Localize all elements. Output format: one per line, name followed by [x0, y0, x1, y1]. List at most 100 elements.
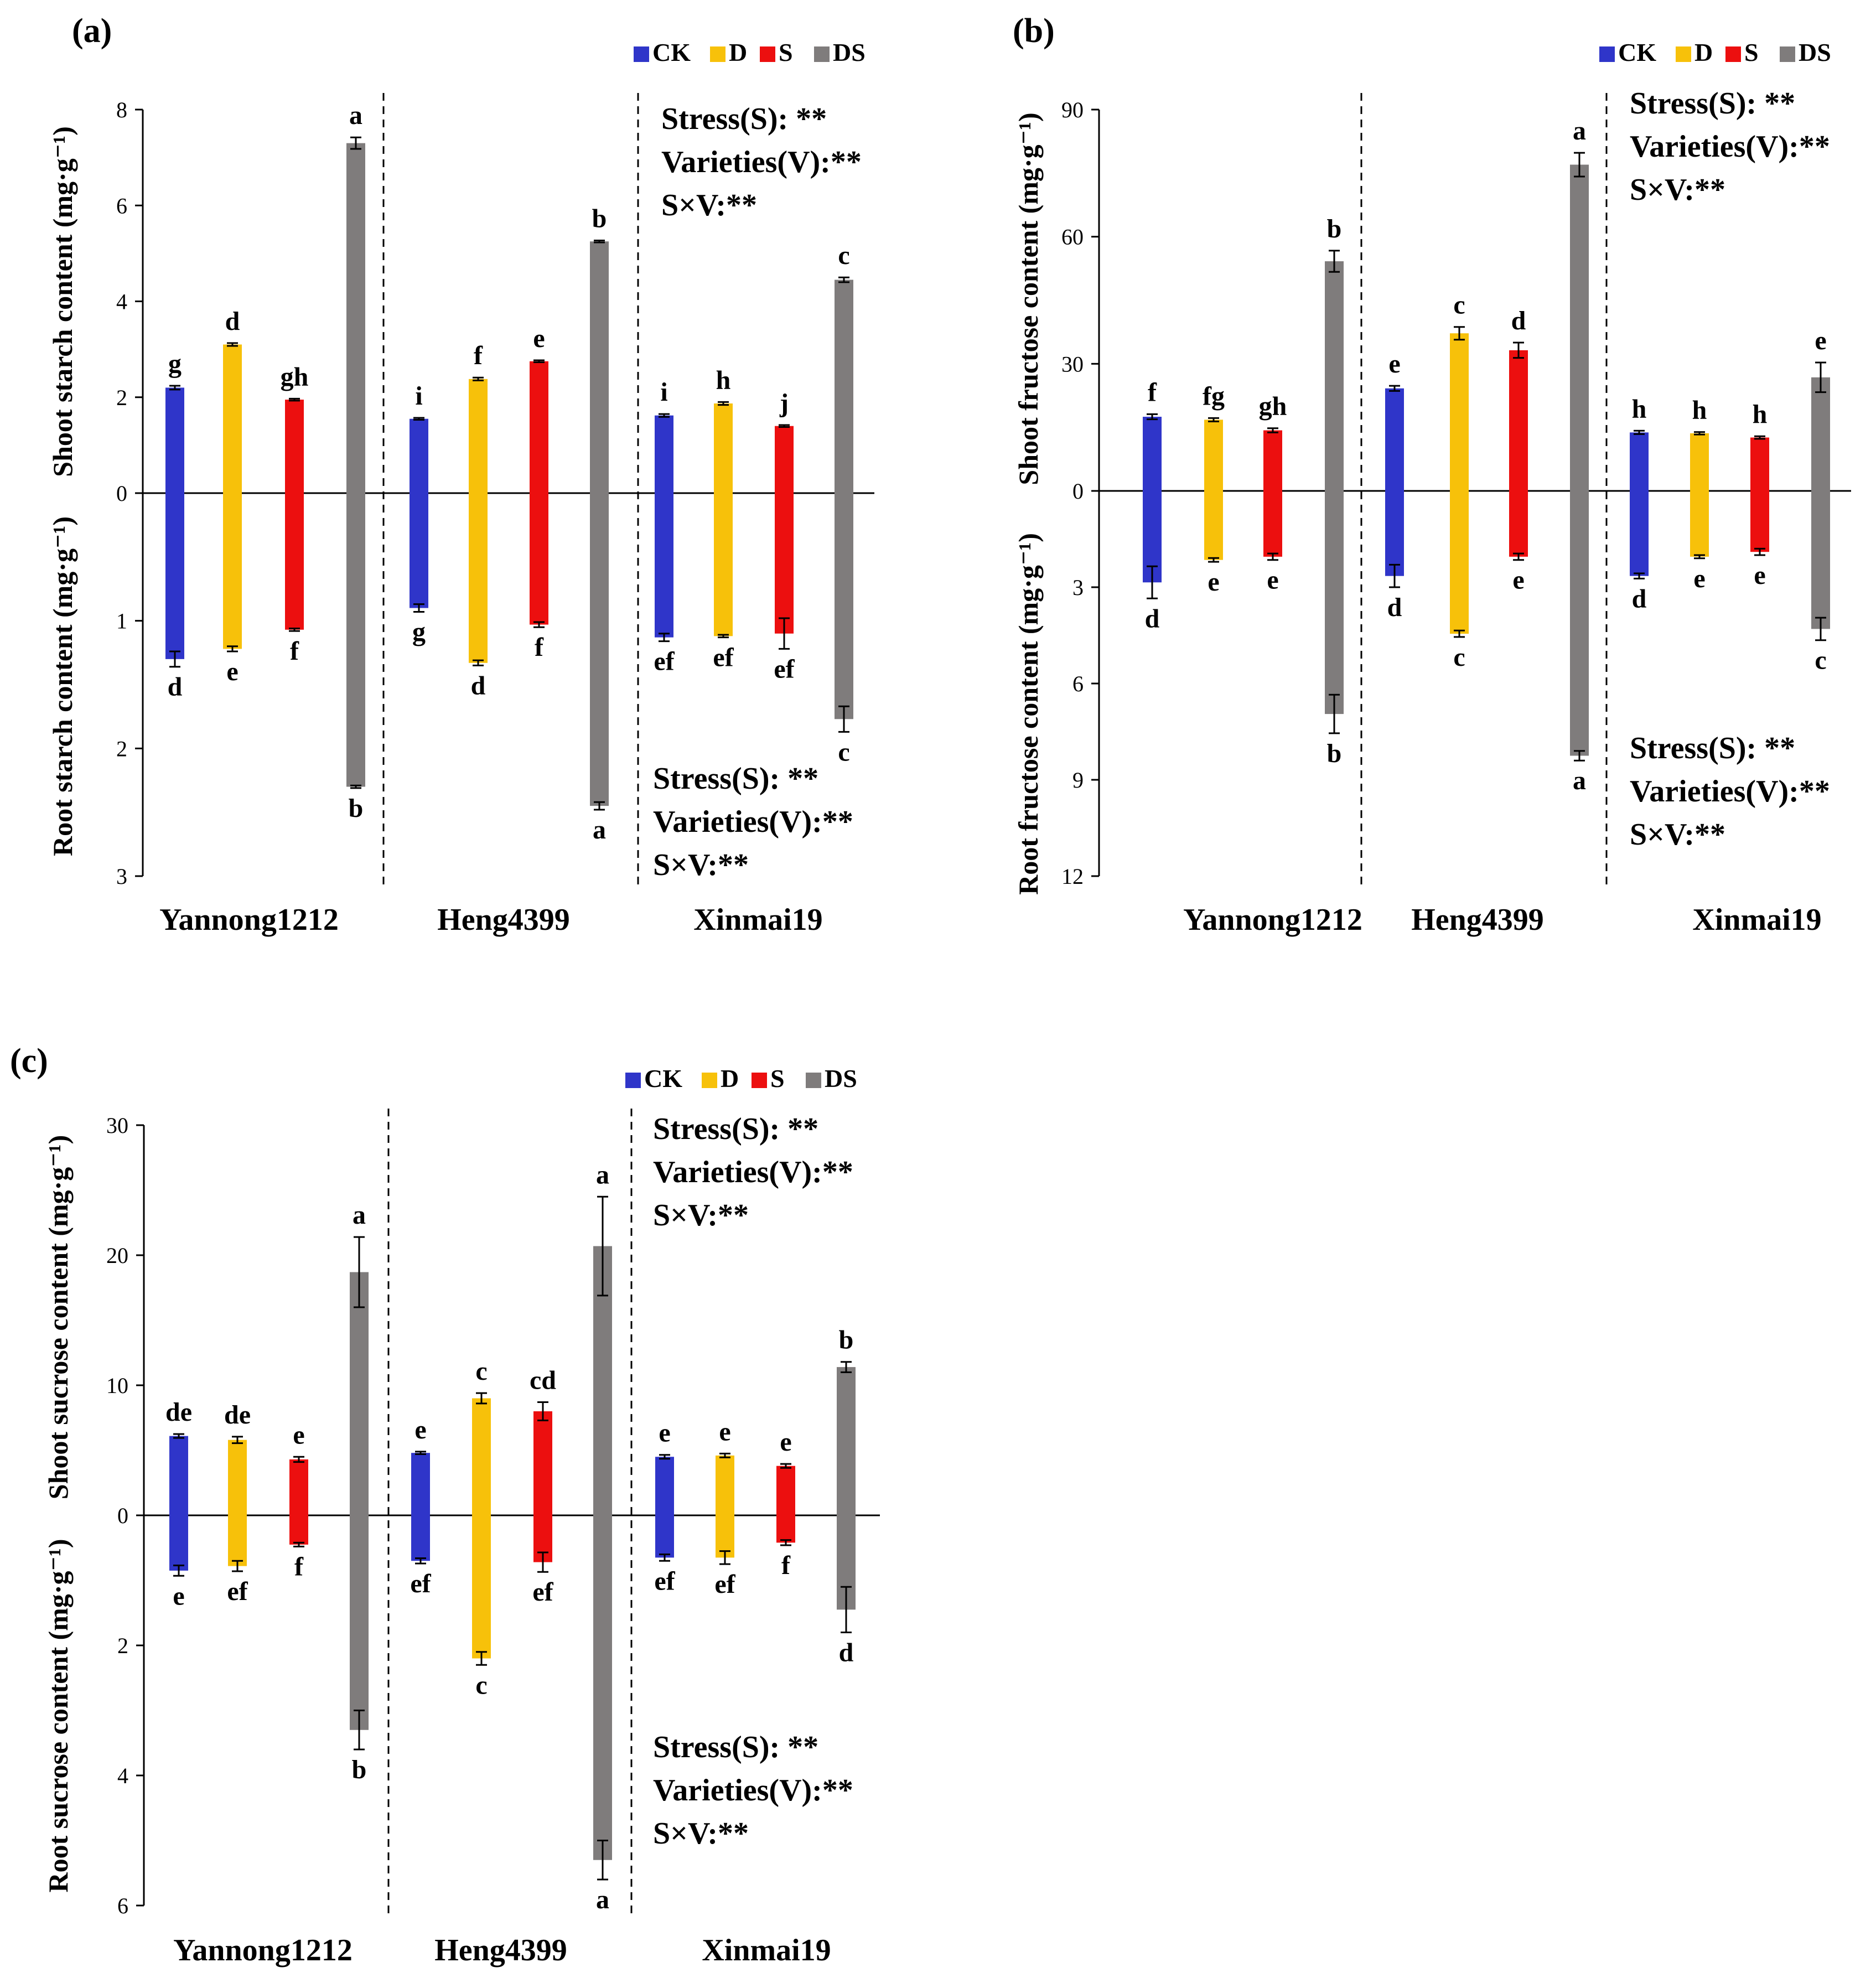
bar-root-ck: [411, 1515, 430, 1561]
bar-root-ck: [1630, 491, 1649, 576]
bar-shoot-ds: [1811, 377, 1830, 491]
error-bar: [1754, 547, 1765, 556]
significance-letter: d: [225, 307, 240, 336]
root-stats-line: Stress(S): **: [653, 1730, 818, 1764]
bar-root-ds: [346, 493, 365, 787]
significance-letter: e: [1208, 567, 1219, 597]
error-bar: [780, 1463, 791, 1469]
category-label: Yannong1212: [1183, 903, 1362, 937]
significance-letter: a: [1573, 766, 1586, 795]
bar-shoot-s: [530, 361, 548, 493]
bar-root-s: [530, 493, 548, 625]
significance-letter: e: [293, 1420, 304, 1449]
bar-shoot-s: [775, 426, 794, 493]
significance-letter: g: [168, 349, 182, 379]
root-stats-line: Varieties(V):**: [1630, 774, 1830, 809]
shoot-tick-label: 20: [106, 1243, 128, 1268]
root-axis-label: Root starch content (mg·g⁻¹): [47, 516, 78, 856]
category-label: Heng4399: [437, 903, 570, 937]
legend-label-d: D: [729, 38, 747, 66]
error-bar: [1267, 552, 1278, 561]
bar-shoot-s: [285, 400, 304, 493]
significance-letter: h: [716, 365, 731, 395]
significance-letter: e: [1754, 561, 1765, 590]
bar-shoot-s: [776, 1466, 795, 1515]
error-bar: [473, 376, 484, 381]
error-bar: [1574, 750, 1585, 762]
significance-letter: cd: [530, 1366, 556, 1395]
error-bar: [1329, 693, 1340, 734]
error-bar: [594, 801, 605, 811]
significance-letter: c: [1453, 291, 1465, 320]
significance-letter: e: [226, 657, 238, 686]
root-tick-label: 6: [1072, 671, 1084, 696]
error-bar: [1329, 250, 1340, 273]
error-bar: [1267, 427, 1278, 433]
shoot-tick-label: 4: [116, 289, 127, 314]
significance-letter: ef: [532, 1577, 553, 1607]
category-label: Xinmai19: [693, 903, 822, 937]
bar-root-ds: [593, 1515, 612, 1860]
bar-shoot-s: [1509, 350, 1528, 491]
bar-root-ds: [835, 493, 853, 719]
error-bar: [1208, 557, 1219, 563]
significance-letter: j: [779, 389, 789, 418]
legend-swatch-d: [1676, 46, 1691, 62]
category-label: Xinmai19: [1692, 903, 1821, 937]
significance-letter: a: [349, 101, 362, 130]
error-bar: [659, 633, 670, 643]
error-bar: [473, 659, 484, 666]
significance-letter: ef: [227, 1577, 248, 1606]
shoot-stats-line: Stress(S): **: [1630, 86, 1795, 121]
bar-root-s: [1263, 491, 1282, 557]
error-bar: [415, 1451, 426, 1456]
root-tick-label: 9: [1072, 768, 1084, 793]
root-tick-label: 6: [117, 1893, 128, 1918]
error-bar: [413, 603, 424, 613]
shoot-tick-label: 10: [106, 1373, 128, 1398]
root-axis-label: Root sucrose content (mg·g⁻¹): [43, 1539, 74, 1893]
significance-letter: a: [596, 1885, 609, 1914]
bar-root-ds: [350, 1515, 369, 1730]
shoot-tick-label: 0: [116, 481, 127, 506]
significance-letter: d: [1145, 604, 1160, 633]
significance-letter: d: [839, 1638, 854, 1668]
significance-letter: c: [838, 241, 849, 270]
root-tick-label: 3: [116, 864, 127, 889]
error-bar: [1513, 341, 1524, 359]
error-bar: [173, 1564, 184, 1577]
root-tick-label: 1: [116, 609, 127, 634]
legend-swatch-ck: [1599, 46, 1615, 62]
significance-letter: ef: [654, 647, 675, 676]
shoot-stats-line: Varieties(V):**: [1630, 130, 1830, 164]
bar-shoot-d: [714, 403, 733, 493]
legend-swatch-d: [702, 1073, 717, 1088]
error-bar: [227, 342, 238, 347]
bar-root-ds: [1570, 491, 1589, 756]
error-bar: [289, 397, 300, 402]
error-bar: [169, 385, 180, 391]
significance-letter: d: [168, 672, 183, 702]
error-bar: [1634, 572, 1645, 579]
bar-root-d: [228, 1515, 247, 1566]
error-bar: [350, 784, 361, 789]
error-bar: [659, 1554, 670, 1562]
bar-root-s: [285, 493, 304, 630]
bar-shoot-d: [223, 344, 242, 493]
bar-shoot-ds: [837, 1367, 856, 1515]
root-stats-line: S×V:**: [1630, 817, 1725, 852]
significance-letter: c: [1453, 643, 1465, 672]
significance-letter: e: [533, 324, 545, 353]
significance-letter: gh: [281, 362, 309, 391]
legend-label-ck: CK: [1618, 38, 1656, 66]
error-bar: [173, 1433, 184, 1439]
error-bar: [350, 136, 361, 150]
bar-shoot-ds: [1570, 164, 1589, 491]
bar-root-d: [714, 493, 733, 636]
bar-shoot-ck: [411, 1453, 430, 1515]
root-tick-label: 12: [1061, 864, 1084, 889]
significance-letter: d: [1387, 593, 1402, 622]
bar-root-d: [1204, 491, 1223, 560]
legend-swatch-d: [710, 46, 725, 62]
